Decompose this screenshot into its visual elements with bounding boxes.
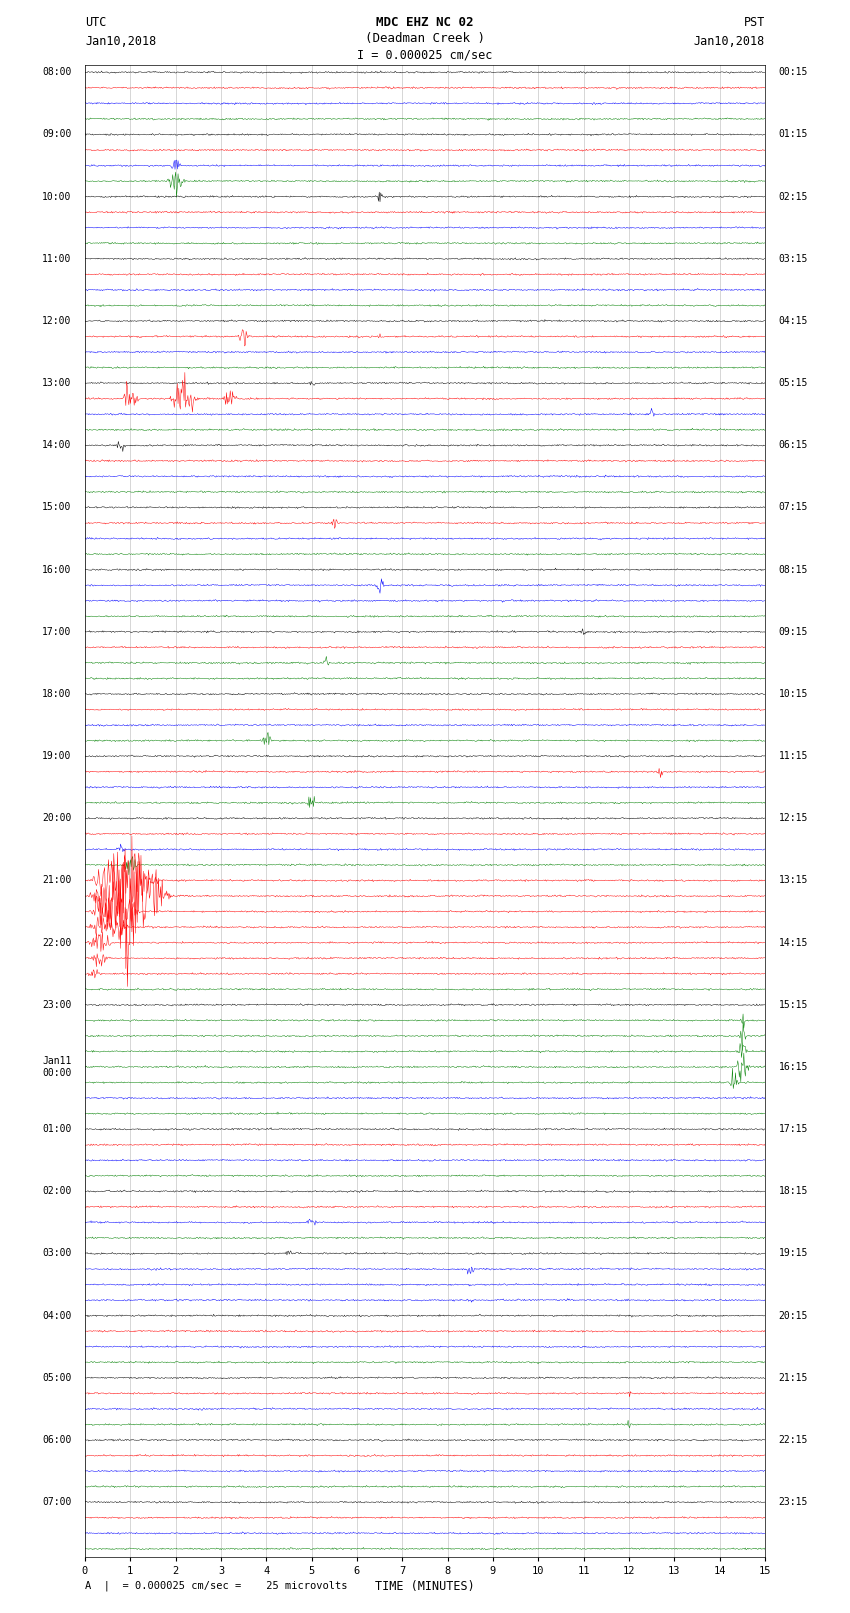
X-axis label: TIME (MINUTES): TIME (MINUTES) bbox=[375, 1579, 475, 1592]
Text: Jan10,2018: Jan10,2018 bbox=[85, 35, 156, 48]
Text: 15:15: 15:15 bbox=[779, 1000, 808, 1010]
Text: 18:00: 18:00 bbox=[42, 689, 71, 698]
Text: 16:00: 16:00 bbox=[42, 565, 71, 574]
Text: 02:00: 02:00 bbox=[42, 1186, 71, 1197]
Text: 00:15: 00:15 bbox=[779, 68, 808, 77]
Text: (Deadman Creek ): (Deadman Creek ) bbox=[365, 32, 485, 45]
Text: 09:00: 09:00 bbox=[42, 129, 71, 139]
Text: 04:15: 04:15 bbox=[779, 316, 808, 326]
Text: 07:00: 07:00 bbox=[42, 1497, 71, 1507]
Text: 12:15: 12:15 bbox=[779, 813, 808, 823]
Text: 03:00: 03:00 bbox=[42, 1248, 71, 1258]
Text: 22:15: 22:15 bbox=[779, 1436, 808, 1445]
Text: 08:15: 08:15 bbox=[779, 565, 808, 574]
Text: 20:15: 20:15 bbox=[779, 1311, 808, 1321]
Text: 21:15: 21:15 bbox=[779, 1373, 808, 1382]
Text: 10:00: 10:00 bbox=[42, 192, 71, 202]
Text: 15:00: 15:00 bbox=[42, 503, 71, 513]
Text: 17:15: 17:15 bbox=[779, 1124, 808, 1134]
Text: 01:15: 01:15 bbox=[779, 129, 808, 139]
Text: 08:00: 08:00 bbox=[42, 68, 71, 77]
Text: 23:00: 23:00 bbox=[42, 1000, 71, 1010]
Text: Jan11
00:00: Jan11 00:00 bbox=[42, 1057, 71, 1077]
Text: 03:15: 03:15 bbox=[779, 253, 808, 265]
Text: 19:15: 19:15 bbox=[779, 1248, 808, 1258]
Text: 07:15: 07:15 bbox=[779, 503, 808, 513]
Text: 05:00: 05:00 bbox=[42, 1373, 71, 1382]
Text: 22:00: 22:00 bbox=[42, 937, 71, 948]
Text: 09:15: 09:15 bbox=[779, 627, 808, 637]
Text: 19:00: 19:00 bbox=[42, 752, 71, 761]
Text: 16:15: 16:15 bbox=[779, 1061, 808, 1073]
Text: 14:15: 14:15 bbox=[779, 937, 808, 948]
Text: 04:00: 04:00 bbox=[42, 1311, 71, 1321]
Text: 17:00: 17:00 bbox=[42, 627, 71, 637]
Text: 11:15: 11:15 bbox=[779, 752, 808, 761]
Text: I = 0.000025 cm/sec: I = 0.000025 cm/sec bbox=[357, 48, 493, 61]
Text: 14:00: 14:00 bbox=[42, 440, 71, 450]
Text: 11:00: 11:00 bbox=[42, 253, 71, 265]
Text: 20:00: 20:00 bbox=[42, 813, 71, 823]
Text: 06:15: 06:15 bbox=[779, 440, 808, 450]
Text: 10:15: 10:15 bbox=[779, 689, 808, 698]
Text: 13:00: 13:00 bbox=[42, 377, 71, 389]
Text: 06:00: 06:00 bbox=[42, 1436, 71, 1445]
Text: PST: PST bbox=[744, 16, 765, 29]
Text: 05:15: 05:15 bbox=[779, 377, 808, 389]
Text: 23:15: 23:15 bbox=[779, 1497, 808, 1507]
Text: 02:15: 02:15 bbox=[779, 192, 808, 202]
Text: 12:00: 12:00 bbox=[42, 316, 71, 326]
Text: Jan10,2018: Jan10,2018 bbox=[694, 35, 765, 48]
Text: 18:15: 18:15 bbox=[779, 1186, 808, 1197]
Text: 21:00: 21:00 bbox=[42, 876, 71, 886]
Text: MDC EHZ NC 02: MDC EHZ NC 02 bbox=[377, 16, 473, 29]
Text: A  |  = 0.000025 cm/sec =    25 microvolts: A | = 0.000025 cm/sec = 25 microvolts bbox=[85, 1581, 348, 1592]
Text: 01:00: 01:00 bbox=[42, 1124, 71, 1134]
Text: 13:15: 13:15 bbox=[779, 876, 808, 886]
Text: UTC: UTC bbox=[85, 16, 106, 29]
